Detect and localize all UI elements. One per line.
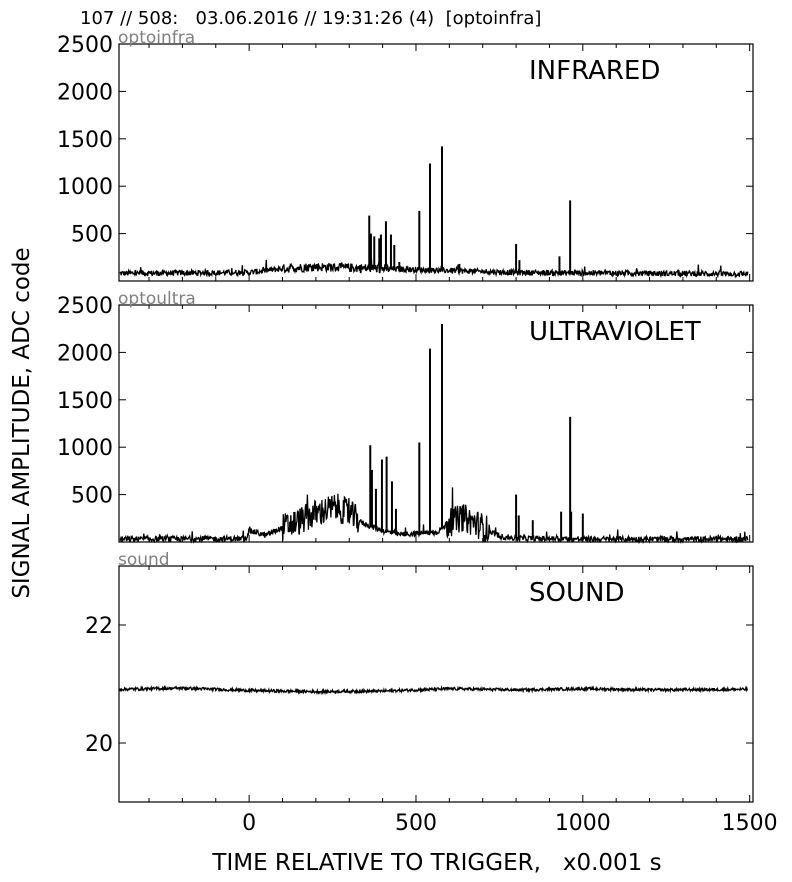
panel-optoultra-ytick-label: 1000 [57,436,113,461]
chart-header: 107 // 508: 03.06.2016 // 19:31:26 (4) [… [80,8,542,29]
panel-sound-series-line [119,685,749,696]
panel-optoultra-ytick-label: 500 [71,484,113,509]
panel-optoinfra-ytick-label: 2500 [57,33,113,58]
panel-sound-frame [118,565,754,803]
panel-sound-tag-label: sound [118,550,170,570]
panel-optoultra-ytick-label: 2000 [57,341,113,366]
panel-optoinfra-ytick-label: 500 [71,223,113,248]
panel-optoultra-series-line [119,487,749,545]
panel-optoultra-tag-label: optoultra [118,289,196,309]
panel-optoultra-title: ULTRAVIOLET [529,317,701,347]
panel-sound-ytick-label: 20 [85,732,113,757]
x-tick-label: 1000 [555,811,611,836]
panel-optoinfra-ytick-label: 1000 [57,175,113,200]
panel-optoinfra-ytick-label: 2000 [57,80,113,105]
panel-optoinfra-series-line [119,258,749,279]
panel-sound-title: SOUND [529,578,624,608]
x-tick-label: 0 [242,811,256,836]
panel-optoinfra-ytick-label: 1500 [57,128,113,153]
x-tick-label: 500 [395,811,437,836]
panel-optoultra-ytick-label: 2500 [57,294,113,319]
x-axis-label: TIME RELATIVE TO TRIGGER, x0.001 s [212,850,662,876]
panel-optoinfra-title: INFRARED [529,56,660,86]
x-tick-label: 1500 [722,811,778,836]
panel-optoultra-frame [118,304,754,543]
panel-optoinfra-tag-label: optoinfra [118,28,195,48]
panel-optoultra-ytick-label: 1500 [57,389,113,414]
panel-sound-ytick-label: 22 [85,614,113,639]
panel-optoinfra-frame [118,43,754,282]
